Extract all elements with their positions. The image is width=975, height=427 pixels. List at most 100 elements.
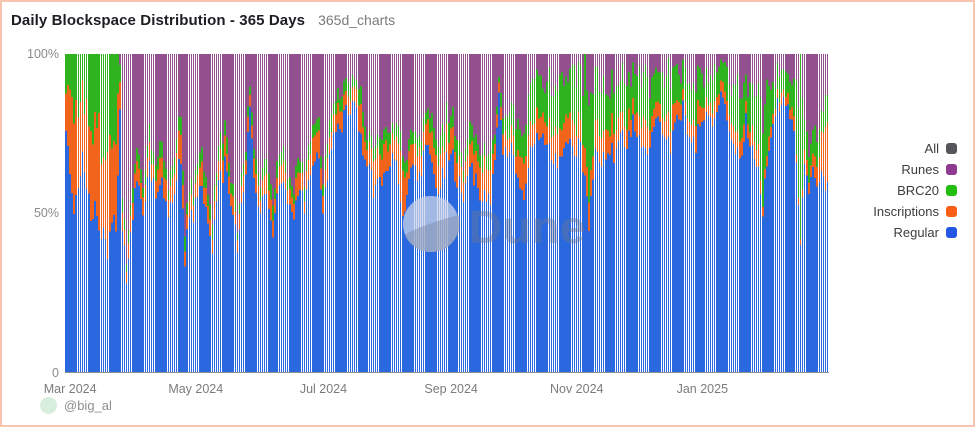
bar-day-31[interactable] (129, 54, 132, 372)
bar-day-229[interactable] (544, 54, 546, 372)
bar-day-276[interactable] (642, 54, 645, 372)
bar-day-130[interactable] (337, 54, 339, 372)
bar-day-242[interactable] (571, 54, 574, 372)
bar-day-80[interactable] (232, 54, 234, 372)
bar-day-258[interactable] (605, 54, 607, 372)
bar-day-241[interactable] (569, 54, 571, 372)
bar-day-192[interactable] (466, 54, 469, 372)
bar-day-55[interactable] (180, 54, 182, 372)
bar-day-256[interactable] (600, 54, 603, 372)
bar-day-111[interactable] (297, 54, 299, 372)
bar-day-147[interactable] (372, 54, 375, 372)
bar-day-18[interactable] (102, 54, 105, 372)
bar-day-104[interactable] (282, 54, 285, 372)
bar-day-52[interactable] (173, 54, 176, 372)
bar-day-280[interactable] (651, 54, 653, 372)
bar-day-332[interactable] (759, 54, 762, 372)
bar-day-359[interactable] (816, 54, 818, 372)
bar-day-318[interactable] (730, 54, 733, 372)
bar-day-353[interactable] (803, 54, 806, 372)
bar-day-356[interactable] (810, 54, 812, 372)
bar-day-225[interactable] (535, 54, 538, 372)
bar-day-246[interactable] (579, 54, 582, 372)
bar-day-160[interactable] (399, 54, 402, 372)
bar-day-305[interactable] (703, 54, 705, 372)
bar-day-12[interactable] (90, 54, 92, 372)
bar-day-279[interactable] (648, 54, 651, 372)
bar-day-288[interactable] (667, 54, 670, 372)
bar-day-320[interactable] (734, 54, 737, 372)
bar-day-86[interactable] (245, 54, 247, 372)
bar-day-272[interactable] (634, 54, 636, 372)
bar-day-213[interactable] (510, 54, 513, 372)
bar-day-337[interactable] (770, 54, 772, 372)
author-handle[interactable]: @big_al (64, 398, 112, 413)
bar-day-190[interactable] (462, 54, 465, 372)
bar-day-33[interactable] (134, 54, 136, 372)
legend-item-all[interactable]: All (925, 142, 957, 155)
bar-day-357[interactable] (812, 54, 814, 372)
bar-day-85[interactable] (242, 54, 245, 372)
bar-day-45[interactable] (159, 54, 161, 372)
bar-day-13[interactable] (92, 54, 94, 372)
bar-day-159[interactable] (397, 54, 400, 372)
bar-day-195[interactable] (473, 54, 475, 372)
bar-day-34[interactable] (136, 54, 138, 372)
bar-day-233[interactable] (552, 54, 555, 372)
bar-day-292[interactable] (676, 54, 678, 372)
bar-day-115[interactable] (305, 54, 308, 372)
bar-day-143[interactable] (364, 54, 366, 372)
bar-day-209[interactable] (502, 54, 505, 372)
bar-day-317[interactable] (728, 54, 731, 372)
bar-day-294[interactable] (680, 54, 682, 372)
bar-day-243[interactable] (573, 54, 576, 372)
bar-day-277[interactable] (644, 54, 647, 372)
bar-day-226[interactable] (538, 54, 540, 372)
bar-day-216[interactable] (517, 54, 519, 372)
bar-day-270[interactable] (630, 54, 632, 372)
bar-day-321[interactable] (736, 54, 739, 372)
bar-day-140[interactable] (358, 54, 360, 372)
bar-day-335[interactable] (766, 54, 768, 372)
bar-day-236[interactable] (558, 54, 561, 372)
bar-day-35[interactable] (138, 54, 140, 372)
bar-day-78[interactable] (228, 54, 230, 372)
bar-day-121[interactable] (318, 54, 320, 372)
bar-day-108[interactable] (291, 54, 293, 372)
bar-day-161[interactable] (402, 54, 404, 372)
bar-day-30[interactable] (127, 54, 130, 372)
bar-day-69[interactable] (209, 54, 211, 372)
bar-day-196[interactable] (475, 54, 477, 372)
bar-day-291[interactable] (674, 54, 676, 372)
bar-day-154[interactable] (387, 54, 389, 372)
bar-day-255[interactable] (598, 54, 601, 372)
bar-day-240[interactable] (567, 54, 569, 372)
bar-day-136[interactable] (349, 54, 352, 372)
bar-day-66[interactable] (203, 54, 205, 372)
bar-day-227[interactable] (540, 54, 542, 372)
bar-day-207[interactable] (498, 54, 500, 372)
bar-day-59[interactable] (188, 54, 191, 372)
bar-day-72[interactable] (215, 54, 218, 372)
legend-item-brc20[interactable]: BRC20 (897, 184, 957, 197)
bar-day-65[interactable] (201, 54, 203, 372)
bar-day-303[interactable] (699, 54, 701, 372)
bar-day-232[interactable] (550, 54, 553, 372)
bar-day-322[interactable] (738, 54, 741, 372)
bar-day-124[interactable] (324, 54, 327, 372)
bar-day-87[interactable] (247, 54, 249, 372)
bar-day-75[interactable] (221, 54, 224, 372)
bar-day-10[interactable] (85, 54, 88, 372)
bar-day-26[interactable] (119, 54, 121, 372)
query-name-link[interactable]: 365d_charts (318, 12, 396, 28)
bar-day-346[interactable] (789, 54, 791, 372)
bar-day-144[interactable] (366, 54, 368, 372)
bar-day-20[interactable] (106, 54, 109, 372)
bar-day-338[interactable] (772, 54, 775, 372)
bar-day-204[interactable] (492, 54, 494, 372)
bar-day-27[interactable] (121, 54, 124, 372)
bar-day-15[interactable] (96, 54, 98, 372)
bar-day-298[interactable] (688, 54, 691, 372)
bar-day-327[interactable] (749, 54, 751, 372)
bar-day-289[interactable] (669, 54, 672, 372)
